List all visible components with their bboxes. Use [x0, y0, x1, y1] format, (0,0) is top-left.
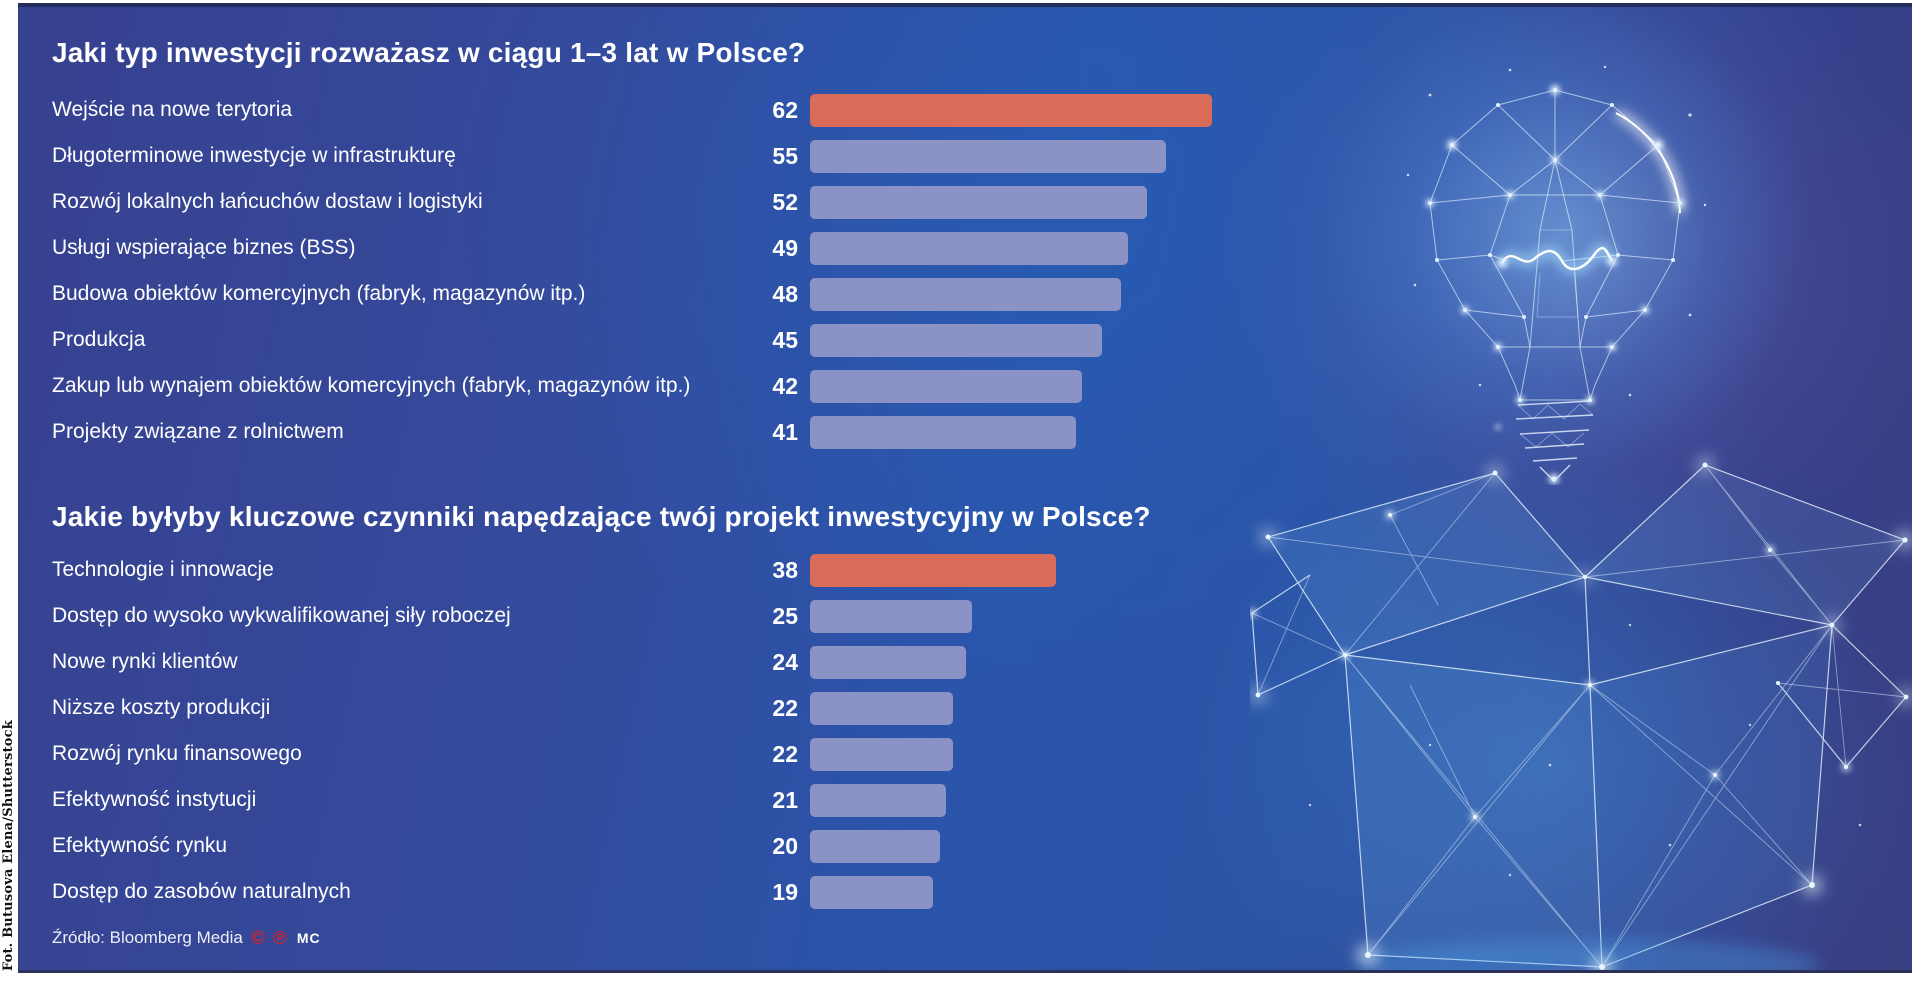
bar-value: 45 [772, 326, 798, 353]
bar-value: 25 [772, 602, 798, 629]
bar-row: Zakup lub wynajem obiektów komercyjnych … [52, 363, 1262, 409]
bar-label: Dostęp do wysoko wykwalifikowanej siły r… [52, 604, 511, 627]
bar-label: Zakup lub wynajem obiektów komercyjnych … [52, 374, 691, 397]
bar [810, 415, 1076, 449]
bar [810, 829, 940, 863]
bar-chart-investment-types: Wejście na nowe terytoria 62 Długoterminow… [52, 87, 1262, 455]
bar-label: Nowe rynki klientów [52, 650, 238, 673]
source-line: Źródło: Bloomberg Media © ℗ MC [52, 928, 321, 948]
bar-value: 49 [772, 234, 798, 261]
bar [810, 277, 1121, 311]
bar [810, 875, 933, 909]
bar-label: Technologie i innowacje [52, 558, 274, 581]
bar-label: Rozwój rynku finansowego [52, 742, 302, 765]
bar-row: Technologie i innowacje 38 [52, 547, 1262, 593]
bar-label: Produkcja [52, 328, 146, 351]
open-box-icon [1250, 459, 1912, 970]
bar-label: Długoterminowe inwestycje w infrastruktu… [52, 144, 456, 167]
bar [810, 783, 946, 817]
bar [810, 185, 1147, 219]
bar [810, 139, 1166, 173]
bar-row: Dostęp do zasobów naturalnych 19 [52, 869, 1262, 915]
bar-value: 62 [772, 96, 798, 123]
bar [810, 323, 1102, 357]
bar-row: Nowe rynki klientów 24 [52, 639, 1262, 685]
bar-value: 24 [772, 648, 798, 675]
bar [810, 599, 972, 633]
chart-title-key-drivers: Jakie byłyby kluczowe czynniki napędzają… [52, 501, 1151, 532]
bar-label: Rozwój lokalnych łańcuchów dostaw i logi… [52, 190, 483, 213]
bar-label: Projekty związane z rolnictwem [52, 420, 344, 443]
photo-credit: Fot. Butusova Elena/Shutterstock [1, 719, 16, 971]
bar-value: 38 [772, 556, 798, 583]
bar-value: 21 [772, 786, 798, 813]
bar-value: 48 [772, 280, 798, 307]
lightbulb-icon [1406, 65, 1707, 484]
bar-value: 41 [772, 418, 798, 445]
bar-row: Usługi wspierające biznes (BSS) 49 [52, 225, 1262, 271]
bar [810, 645, 966, 679]
bar-label: Efektywność instytucji [52, 788, 257, 811]
bar-row: Wejście na nowe terytoria 62 [52, 87, 1262, 133]
bar-value: 19 [772, 878, 798, 905]
bar-label: Dostęp do zasobów naturalnych [52, 880, 351, 903]
bar-chart-key-drivers: Technologie i innowacje 38 Dostęp do wysok… [52, 547, 1262, 915]
bar-value: 55 [772, 142, 798, 169]
phonogram-icon: ℗ [272, 927, 287, 949]
bar-value: 52 [772, 188, 798, 215]
bar-row: Niższe koszty produkcji 22 [52, 685, 1262, 731]
source-brand: MC [296, 930, 321, 946]
bar-value: 42 [772, 372, 798, 399]
bar-row: Projekty związane z rolnictwem 41 [52, 409, 1262, 455]
bar-highlight [810, 553, 1056, 587]
bar-row: Rozwój lokalnych łańcuchów dostaw i logi… [52, 179, 1262, 225]
bar-row: Budowa obiektów komercyjnych (fabryk, ma… [52, 271, 1262, 317]
source-label: Źródło: Bloomberg Media [52, 928, 243, 947]
bar-row: Długoterminowe inwestycje w infrastruktu… [52, 133, 1262, 179]
bar-row: Efektywność instytucji 21 [52, 777, 1262, 823]
bar-label: Wejście na nowe terytoria [52, 98, 293, 121]
bar [810, 369, 1082, 403]
infographic-panel: Jaki typ inwestycji rozważasz w ciągu 1–… [18, 3, 1912, 973]
bar-row: Produkcja 45 [52, 317, 1262, 363]
bar-row: Efektywność rynku 20 [52, 823, 1262, 869]
bar-row: Dostęp do wysoko wykwalifikowanej siły r… [52, 593, 1262, 639]
bar [810, 231, 1128, 265]
bar-highlight [810, 93, 1212, 127]
bar-value: 20 [772, 832, 798, 859]
bar [810, 691, 953, 725]
bar-value: 22 [772, 740, 798, 767]
copyright-icon: © [250, 927, 265, 949]
bar-label: Efektywność rynku [52, 834, 228, 857]
bar-label: Budowa obiektów komercyjnych (fabryk, ma… [52, 282, 586, 305]
bar-row: Rozwój rynku finansowego 22 [52, 731, 1262, 777]
bar-value: 22 [772, 694, 798, 721]
bar [810, 737, 953, 771]
bar-label: Niższe koszty produkcji [52, 696, 271, 719]
chart-title-investment-types: Jaki typ inwestycji rozważasz w ciągu 1–… [52, 37, 806, 68]
bar-label: Usługi wspierające biznes (BSS) [52, 236, 356, 259]
